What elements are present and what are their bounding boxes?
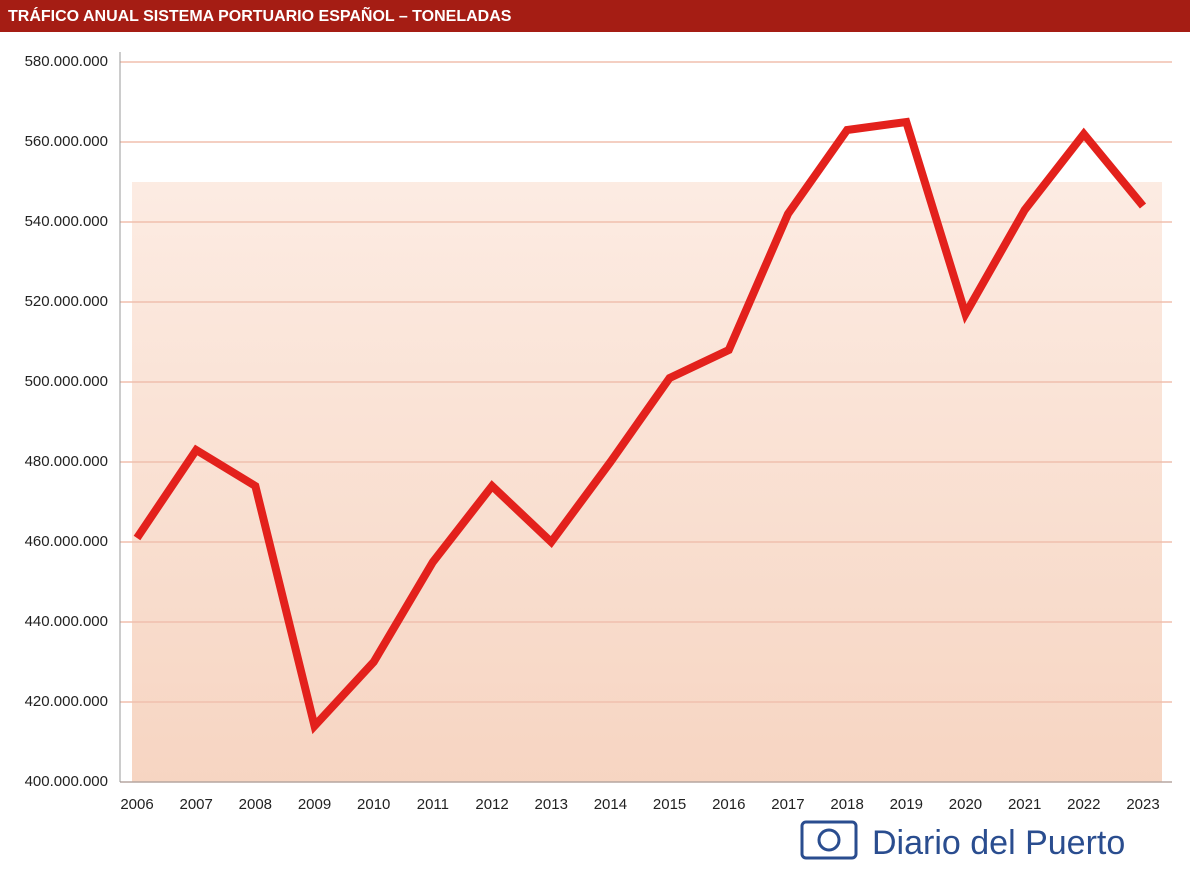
camera-icon	[800, 820, 858, 860]
header-bar	[0, 0, 1190, 32]
x-tick-label: 2017	[771, 796, 804, 813]
x-tick-label: 2011	[417, 796, 449, 813]
x-tick-label: 2015	[653, 796, 686, 813]
x-tick-label: 2007	[179, 796, 212, 813]
watermark: Diario del Puerto	[872, 824, 1125, 862]
y-tick-label: 480.000.000	[25, 453, 108, 470]
y-tick-label: 420.000.000	[25, 693, 108, 710]
y-tick-label: 580.000.000	[25, 53, 108, 70]
x-tick-label: 2023	[1126, 796, 1159, 813]
y-tick-label: 440.000.000	[25, 613, 108, 630]
x-tick-label: 2006	[120, 796, 153, 813]
x-tick-label: 2021	[1008, 796, 1041, 813]
x-tick-label: 2016	[712, 796, 745, 813]
x-tick-label: 2010	[357, 796, 390, 813]
x-tick-label: 2014	[594, 796, 627, 813]
y-tick-label: 540.000.000	[25, 213, 108, 230]
x-tick-label: 2019	[890, 796, 923, 813]
plot-background	[132, 182, 1162, 782]
data-line	[133, 117, 1147, 735]
x-tick-label: 2012	[475, 796, 508, 813]
y-tick-label: 560.000.000	[25, 133, 108, 150]
x-tick-label: 2018	[830, 796, 863, 813]
chart-title: TRÁFICO ANUAL SISTEMA PORTUARIO ESPAÑOL …	[8, 5, 512, 25]
x-tick-label: 2020	[949, 796, 982, 813]
x-tick-label: 2008	[239, 796, 272, 813]
y-tick-label: 400.000.000	[25, 773, 108, 790]
plot-area: 400.000.000 420.000.000 440.000.000 460.000…	[25, 52, 1172, 813]
y-tick-label: 520.000.000	[25, 293, 108, 310]
x-tick-label: 2009	[298, 796, 331, 813]
y-tick-label: 500.000.000	[25, 373, 108, 390]
camera-lens	[817, 828, 841, 852]
x-tick-label: 2022	[1067, 796, 1100, 813]
x-tick-label: 2013	[535, 796, 568, 813]
y-tick-label: 460.000.000	[25, 533, 108, 550]
